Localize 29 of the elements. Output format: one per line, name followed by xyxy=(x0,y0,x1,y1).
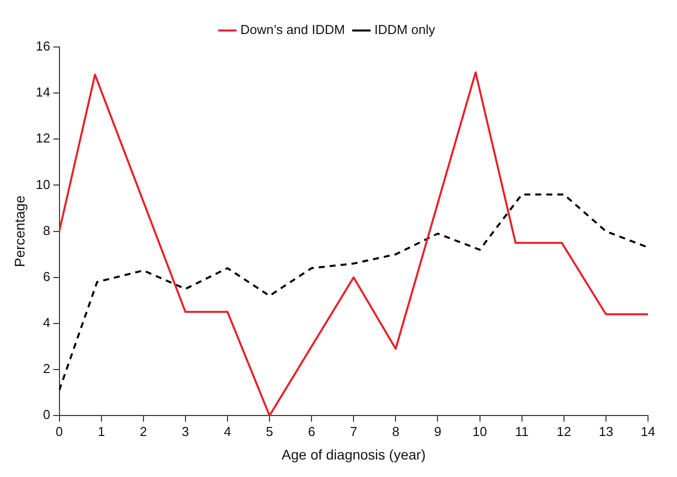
y-tick-label: 8 xyxy=(43,222,50,238)
x-tick-label: 3 xyxy=(182,424,190,439)
y-axis-title: Percentage xyxy=(11,195,28,268)
x-tick-label: 10 xyxy=(472,424,488,439)
y-tick-label: 2 xyxy=(43,361,50,376)
x-tick-label: 7 xyxy=(350,424,358,439)
x-axis-title: Age of diagnosis (year) xyxy=(282,446,426,462)
y-tick-label: 6 xyxy=(43,268,50,284)
x-tick-label: 12 xyxy=(556,424,572,439)
legend-label: IDDM only xyxy=(374,22,436,38)
legend-label: Down’s and IDDM xyxy=(240,22,345,38)
x-tick-label: 8 xyxy=(392,424,400,439)
x-tick-label: 4 xyxy=(224,424,232,439)
y-tick-label: 14 xyxy=(36,84,50,100)
x-tick-label: 0 xyxy=(56,424,63,439)
x-tick-label: 13 xyxy=(598,424,614,439)
x-tick-label: 11 xyxy=(515,424,529,439)
x-tick-label: 1 xyxy=(98,424,105,439)
x-tick-label: 14 xyxy=(640,424,656,439)
y-tick-label: 4 xyxy=(43,315,50,330)
y-tick-label: 16 xyxy=(36,38,50,54)
y-tick-label: 10 xyxy=(36,176,50,192)
x-tick-label: 6 xyxy=(308,424,316,439)
x-tick-label: 9 xyxy=(434,424,442,439)
y-tick-label: 0 xyxy=(43,407,50,422)
line-series xyxy=(59,193,648,392)
x-tick-label: 2 xyxy=(140,424,147,439)
x-tick-label: 5 xyxy=(266,424,274,439)
y-tick-label: 12 xyxy=(36,130,50,146)
